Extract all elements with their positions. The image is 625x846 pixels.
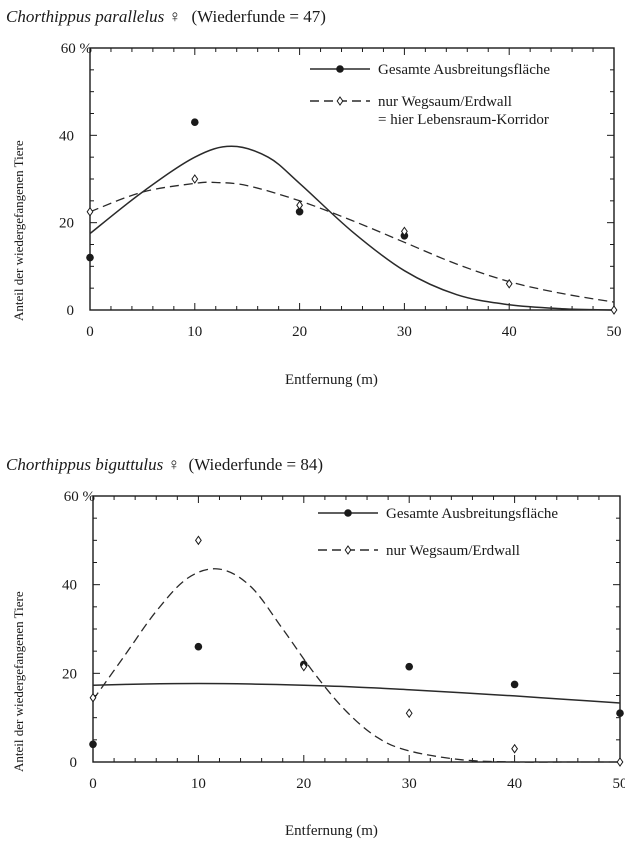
chart-1-fit-line-series-1 [89, 145, 615, 311]
chart-1-legend-marker-2 [336, 96, 344, 106]
chart-1-point-series-2 [505, 278, 513, 289]
chart-2-x-axis-label: Entfernung (m) [285, 823, 378, 839]
chart-2-point-series-1 [405, 662, 414, 671]
chart-2-point-series-2 [194, 535, 202, 546]
chart-1-point-series-1 [191, 118, 199, 127]
chart-2-legend-marker-2 [344, 545, 352, 555]
chart-1-point-series-1 [86, 253, 94, 262]
chart-2-y-tick-label: 20 [62, 666, 77, 682]
chart-1-x-tick-label: 50 [607, 324, 622, 340]
chart-1-point-series-2 [191, 174, 199, 184]
chart-2-x-tick-label: 40 [507, 776, 522, 792]
chart-2-legend-label-2: nur Wegsaum/Erdwall [386, 543, 520, 559]
chart-2-x-tick-label: 30 [402, 776, 417, 792]
chart-2-y-tick-label: 0 [70, 755, 78, 771]
chart-2-frame [92, 495, 621, 763]
chart-2-y-tick-label: 60 % [64, 489, 95, 505]
chart-2-point-series-2 [511, 743, 519, 754]
chart-1-point-series-2 [296, 200, 304, 211]
chart-2-point-series-1 [510, 680, 519, 689]
chart-1-legend-label-2-line-2: = hier Lebensraum-Korridor [378, 112, 549, 128]
chart-2-title: Chorthippus biguttulus ♀ (Wiederfunde = … [6, 455, 323, 475]
chart-2-fit-line-series-1 [92, 682, 621, 704]
chart-1-title: Chorthippus parallelus ♀ (Wiederfunde = … [6, 7, 326, 27]
chart-2-point-series-1 [194, 642, 203, 651]
chart-2-species: Chorthippus biguttulus [6, 455, 164, 474]
chart-1-y-tick-label: 60 % [61, 41, 92, 57]
chart-1-plot: 0 10 20 30 40 50 0 20 40 60 % Gesamte Ausbreitungs… [59, 41, 622, 340]
chart-2-point-series-1 [616, 709, 624, 718]
chart-2-point-series-2 [616, 757, 624, 767]
chart-1-y-tick-label: 40 [59, 128, 74, 144]
chart-2-legend-label-1: Gesamte Ausbreitungsfläche [386, 506, 558, 522]
chart-1-recapture-note: (Wiederfunde = 47) [191, 7, 326, 26]
chart-1-legend-label-2: nur Wegsaum/Erdwall [378, 94, 512, 110]
chart-1-x-tick-label: 10 [187, 324, 202, 340]
chart-1-y-tick-label: 20 [59, 216, 74, 232]
chart-1-x-tick-label: 20 [292, 324, 307, 340]
chart-2-fit-line-series-2 [92, 568, 620, 763]
chart-2-y-tick-label: 40 [62, 578, 77, 594]
chart-2-x-tick-label: 10 [191, 776, 206, 792]
chart-1-y-tick-label: 0 [67, 303, 75, 319]
chart-2-legend-marker-1 [344, 509, 352, 517]
chart-1-x-tick-label: 30 [397, 324, 412, 340]
chart-2-recapture-note: (Wiederfunde = 84) [188, 455, 323, 474]
chart-1-point-series-1 [295, 207, 304, 216]
chart-1-x-tick-label: 40 [502, 324, 517, 340]
chart-2-x-tick-label: 50 [613, 776, 625, 792]
chart-2-x-tick-label: 0 [89, 776, 97, 792]
chart-1-point-series-2 [86, 206, 94, 217]
chart-2-point-series-2 [405, 708, 413, 719]
chart-1-point-series-2 [610, 305, 618, 315]
chart-1-fit-line-series-2 [89, 181, 615, 303]
chart-1-x-tick-label: 0 [86, 324, 94, 340]
chart-2-point-series-2 [89, 692, 97, 703]
chart-1-x-axis-label: Entfernung (m) [285, 372, 378, 388]
chart-2-point-series-2 [300, 661, 308, 672]
chart-1-point-series-2 [400, 226, 408, 237]
chart-1-sex-symbol: ♀ [168, 7, 182, 26]
chart-1-species: Chorthippus parallelus [6, 7, 165, 26]
chart-1-legend-label-1: Gesamte Ausbreitungsfläche [378, 62, 550, 78]
chart-2-point-series-1 [89, 740, 97, 749]
chart-2-x-tick-label: 20 [296, 776, 311, 792]
chart-2-sex-symbol: ♀ [167, 455, 181, 474]
chart-1-legend-marker-1 [336, 65, 344, 73]
